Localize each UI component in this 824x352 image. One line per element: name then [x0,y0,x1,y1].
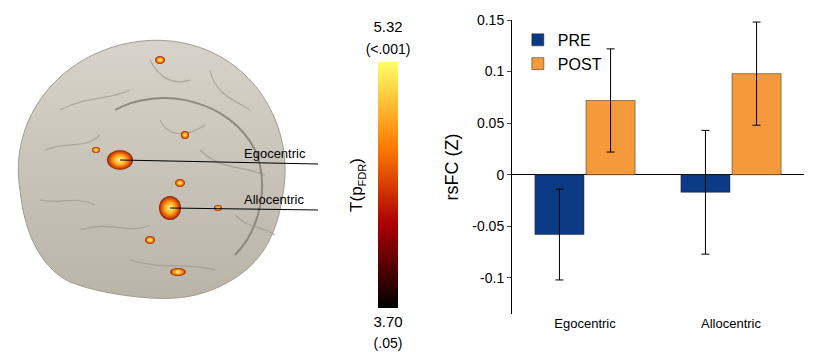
svg-text:5.32: 5.32 [373,18,402,35]
svg-text:Egocentric: Egocentric [244,146,306,161]
svg-text:-0.1: -0.1 [480,270,504,286]
svg-text:Allocentric: Allocentric [244,192,304,207]
svg-text:Allocentric: Allocentric [701,316,761,331]
svg-text:T(pFDR): T(pFDR) [347,158,368,212]
svg-text:0.05: 0.05 [477,115,504,131]
svg-text:0.15: 0.15 [477,12,504,28]
svg-text:Egocentric: Egocentric [554,316,616,331]
svg-text:0: 0 [496,167,504,183]
svg-text:rsFC (Z): rsFC (Z) [442,134,462,201]
svg-text:3.70: 3.70 [373,313,402,330]
svg-text:(<.001): (<.001) [366,41,411,57]
svg-text:-0.05: -0.05 [472,218,504,234]
svg-text:0.1: 0.1 [485,63,505,79]
svg-text:(.05): (.05) [374,335,403,351]
svg-text:PRE: PRE [558,32,591,49]
svg-text:POST: POST [558,56,602,73]
